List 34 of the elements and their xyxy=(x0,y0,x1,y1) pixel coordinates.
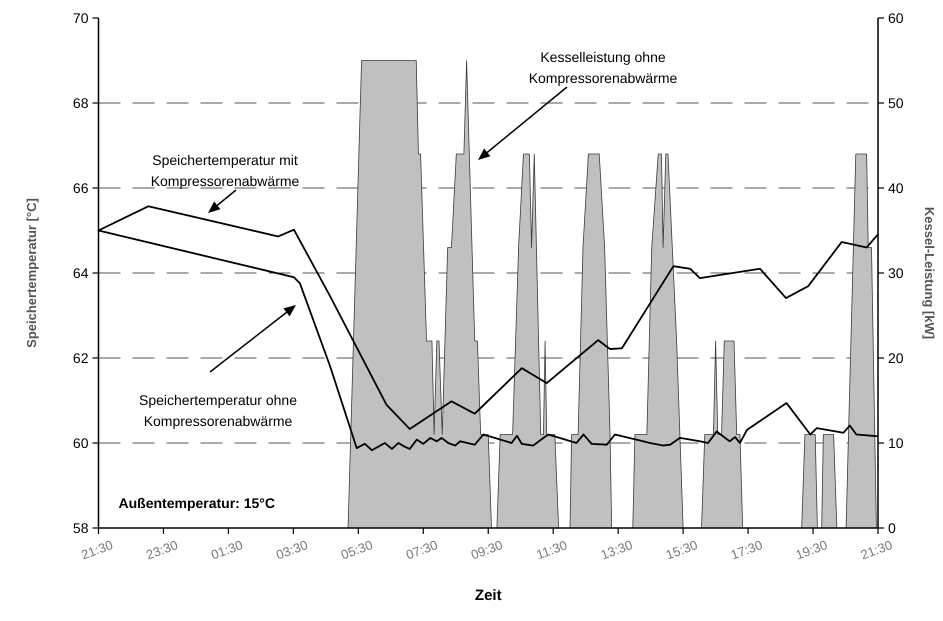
y-tick-label: 60 xyxy=(72,434,89,451)
y2-tick-label: 40 xyxy=(888,180,904,196)
y2-tick-label: 20 xyxy=(888,350,904,366)
y-tick-label: 66 xyxy=(72,180,89,196)
y-tick-label: 62 xyxy=(72,350,89,366)
x-tick-label: 21:30 xyxy=(79,537,115,562)
annotation: Außentemperatur: 15°C xyxy=(118,495,276,511)
y-tick-label: 64 xyxy=(72,264,89,281)
y2-tick-label: 0 xyxy=(888,520,896,536)
x-tick-label: 01:30 xyxy=(209,537,245,562)
annotation: Speichertemperatur ohne Kompressorenabwärme xyxy=(139,392,298,429)
x-tick-label: 09:30 xyxy=(468,537,505,562)
y-tick-label: 58 xyxy=(72,520,89,536)
x-tick-label: 07:30 xyxy=(404,537,440,562)
y-axis-title: Speichertemperatur [°C] xyxy=(24,198,39,348)
y2-tick-label: 30 xyxy=(888,264,904,281)
x-tick-label: 19:30 xyxy=(794,537,830,562)
y2-axis-title: Kessel-Leistung [kW] xyxy=(922,206,937,340)
x-tick-label: 03:30 xyxy=(274,537,310,562)
x-tick-label: 23:30 xyxy=(144,537,180,562)
x-axis-title: Zeit xyxy=(474,587,502,604)
x-tick-label: 11:30 xyxy=(534,537,570,562)
y-tick-label: 68 xyxy=(72,94,89,111)
y-tick-label: 70 xyxy=(72,10,89,26)
y2-tick-label: 10 xyxy=(888,434,904,451)
x-tick-label: 15:30 xyxy=(664,537,700,562)
x-tick-label: 05:30 xyxy=(338,537,375,562)
x-tick-label: 17:30 xyxy=(728,537,764,562)
x-tick-label: 21:30 xyxy=(858,537,894,562)
y2-tick-label: 60 xyxy=(888,10,904,26)
annotation: Kesselleistung ohne Kompressorenabwärme xyxy=(528,49,678,86)
x-tick-label: 13:30 xyxy=(598,537,634,562)
y2-tick-label: 50 xyxy=(888,94,904,111)
annotation: Speichertemperatur mit Kompressorenabwärme xyxy=(150,152,300,189)
